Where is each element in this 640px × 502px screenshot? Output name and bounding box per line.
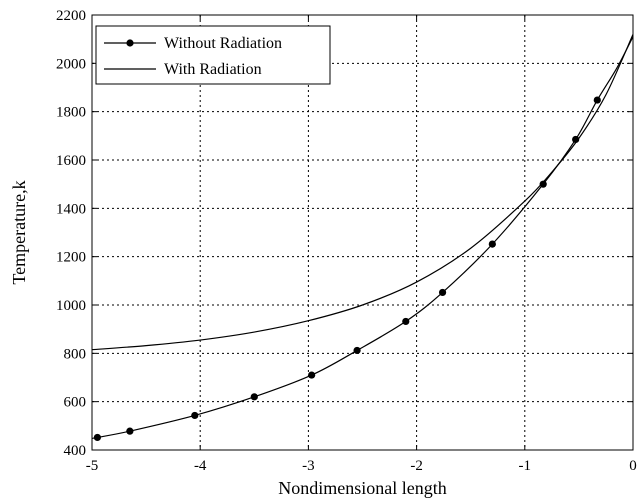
y-tick-label: 2000 [56, 56, 86, 72]
y-tick-label: 1800 [56, 105, 86, 121]
data-point [191, 412, 198, 419]
data-point [439, 289, 446, 296]
legend: Without Radiation With Radiation [96, 26, 330, 84]
y-tick-label: 1000 [56, 298, 86, 314]
y-tick-label: 1200 [56, 250, 86, 266]
x-tick-label: -3 [302, 458, 315, 474]
x-tick-label: -5 [86, 458, 99, 474]
y-tick-label: 400 [64, 443, 87, 459]
x-tick-label: 0 [629, 458, 637, 474]
y-tick-label: 600 [64, 395, 87, 411]
data-point [251, 393, 258, 400]
data-point [353, 347, 360, 354]
y-tick-label: 2200 [56, 8, 86, 24]
data-point [126, 428, 133, 435]
x-tick-label: -2 [410, 458, 423, 474]
data-point [94, 434, 101, 441]
legend-label: Without Radiation [164, 35, 282, 52]
legend-label: With Radiation [164, 61, 262, 78]
data-point [594, 96, 601, 103]
legend-marker [126, 39, 133, 46]
data-point [308, 371, 315, 378]
y-tick-label: 1400 [56, 201, 86, 217]
y-tick-label: 800 [64, 346, 87, 362]
x-tick-label: -4 [194, 458, 207, 474]
x-tick-label: -1 [519, 458, 532, 474]
data-point [489, 241, 496, 248]
data-point [402, 318, 409, 325]
y-axis-label: Temperature,k [9, 180, 29, 284]
x-axis-label: Nondimensional length [278, 478, 446, 498]
y-tick-label: 1600 [56, 153, 86, 169]
